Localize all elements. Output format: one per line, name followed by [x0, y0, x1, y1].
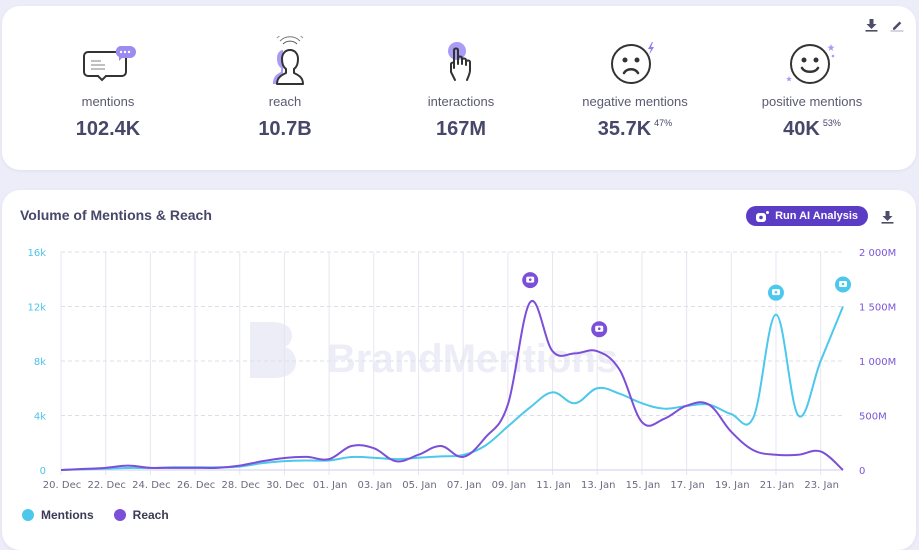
x-tick-label: 28. Dec [222, 480, 260, 491]
comment-marker-icon[interactable] [591, 321, 607, 337]
stats-card: mentions 102.4K reach 10.7B [2, 6, 916, 170]
y-left-tick-label: 0 [40, 466, 46, 477]
legend-label: Reach [133, 508, 169, 522]
x-tick-label: 20. Dec [43, 480, 81, 491]
x-tick-label: 07. Jan [447, 480, 482, 491]
y-right-tick-label: 0 [859, 466, 865, 477]
x-tick-label: 15. Jan [626, 480, 661, 491]
x-tick-label: 03. Jan [358, 480, 393, 491]
stat-label: positive mentions [732, 94, 892, 109]
chart-legend: Mentions Reach [22, 508, 169, 522]
y-right-tick-label: 500M [859, 412, 887, 423]
stat-mentions: mentions 102.4K [28, 36, 188, 141]
stat-value: 102.4K [28, 118, 188, 141]
legend-item-mentions[interactable]: Mentions [22, 508, 94, 522]
x-tick-label: 05. Jan [402, 480, 437, 491]
x-tick-label: 21. Jan [760, 480, 795, 491]
chart-title: Volume of Mentions & Reach [20, 207, 212, 223]
series-line-reach [61, 301, 843, 470]
comment-marker-icon[interactable] [768, 285, 784, 301]
comment-marker-icon[interactable] [522, 272, 538, 288]
y-left-tick-label: 16k [27, 248, 46, 259]
happy-face-icon [782, 40, 842, 86]
x-tick-label: 23. Jan [804, 480, 839, 491]
y-left-tick-label: 12k [27, 303, 46, 314]
x-tick-label: 11. Jan [536, 480, 571, 491]
marker-dot [775, 291, 778, 294]
stat-label: reach [205, 94, 365, 109]
stat-percent: 53% [823, 118, 841, 128]
legend-label: Mentions [41, 508, 94, 522]
stat-label: mentions [28, 94, 188, 109]
y-left-tick-label: 8k [34, 357, 46, 368]
legend-dot-mentions [22, 509, 34, 521]
edit-icon[interactable] [890, 17, 904, 33]
x-tick-label: 22. Dec [87, 480, 125, 491]
chart-download-icon[interactable] [880, 209, 894, 225]
legend-item-reach[interactable]: Reach [114, 508, 169, 522]
marker-dot [842, 283, 845, 286]
series-line-mentions [61, 307, 843, 471]
stat-value: 10.7B [205, 118, 365, 141]
y-right-tick-label: 2 000M [859, 248, 896, 259]
run-ai-analysis-label: Run AI Analysis [775, 210, 858, 222]
x-tick-label: 09. Jan [492, 480, 527, 491]
brandmentions-watermark: BrandMentions [250, 322, 618, 381]
stat-interactions: interactions 167M [381, 36, 541, 141]
chat-bubbles-icon [78, 42, 138, 86]
y-right-tick-label: 1 500M [859, 303, 896, 314]
x-tick-label: 19. Jan [715, 480, 750, 491]
stat-label: interactions [381, 94, 541, 109]
watermark-text: BrandMentions [327, 337, 618, 381]
x-tick-label: 17. Jan [670, 480, 705, 491]
chart-card: BrandMentions 0 0 4k 500M 8k 1 000M 12k 1 500M 1… [2, 190, 916, 550]
stat-percent: 47% [654, 118, 672, 128]
run-ai-analysis-button[interactable]: Run AI Analysis [746, 206, 868, 226]
hand-tap-icon [441, 40, 481, 86]
people-broadcast-icon [255, 36, 315, 86]
x-tick-label: 26. Dec [177, 480, 215, 491]
watermark-logo [250, 322, 296, 378]
x-tick-label: 01. Jan [313, 480, 348, 491]
download-icon[interactable] [864, 17, 878, 33]
sad-face-icon [607, 40, 663, 86]
stat-label: negative mentions [555, 94, 715, 109]
stats-row: mentions 102.4K reach 10.7B [2, 36, 916, 146]
marker-dot [529, 278, 532, 281]
volume-chart: BrandMentions 0 0 4k 500M 8k 1 000M 12k 1 500M 1… [2, 190, 916, 510]
x-tick-label: 13. Jan [581, 480, 616, 491]
ai-sparkle-icon [756, 211, 769, 222]
x-tick-label: 24. Dec [132, 480, 170, 491]
x-tick-label: 30. Dec [266, 480, 304, 491]
chart-series [61, 301, 843, 470]
y-right-tick-label: 1 000M [859, 357, 896, 368]
stat-reach: reach 10.7B [205, 36, 365, 141]
y-left-tick-label: 4k [34, 412, 46, 423]
marker-dot [598, 327, 601, 330]
comment-marker-icon[interactable] [835, 277, 851, 293]
stat-value: 167M [381, 118, 541, 141]
legend-dot-reach [114, 509, 126, 521]
stats-card-actions [864, 17, 904, 33]
